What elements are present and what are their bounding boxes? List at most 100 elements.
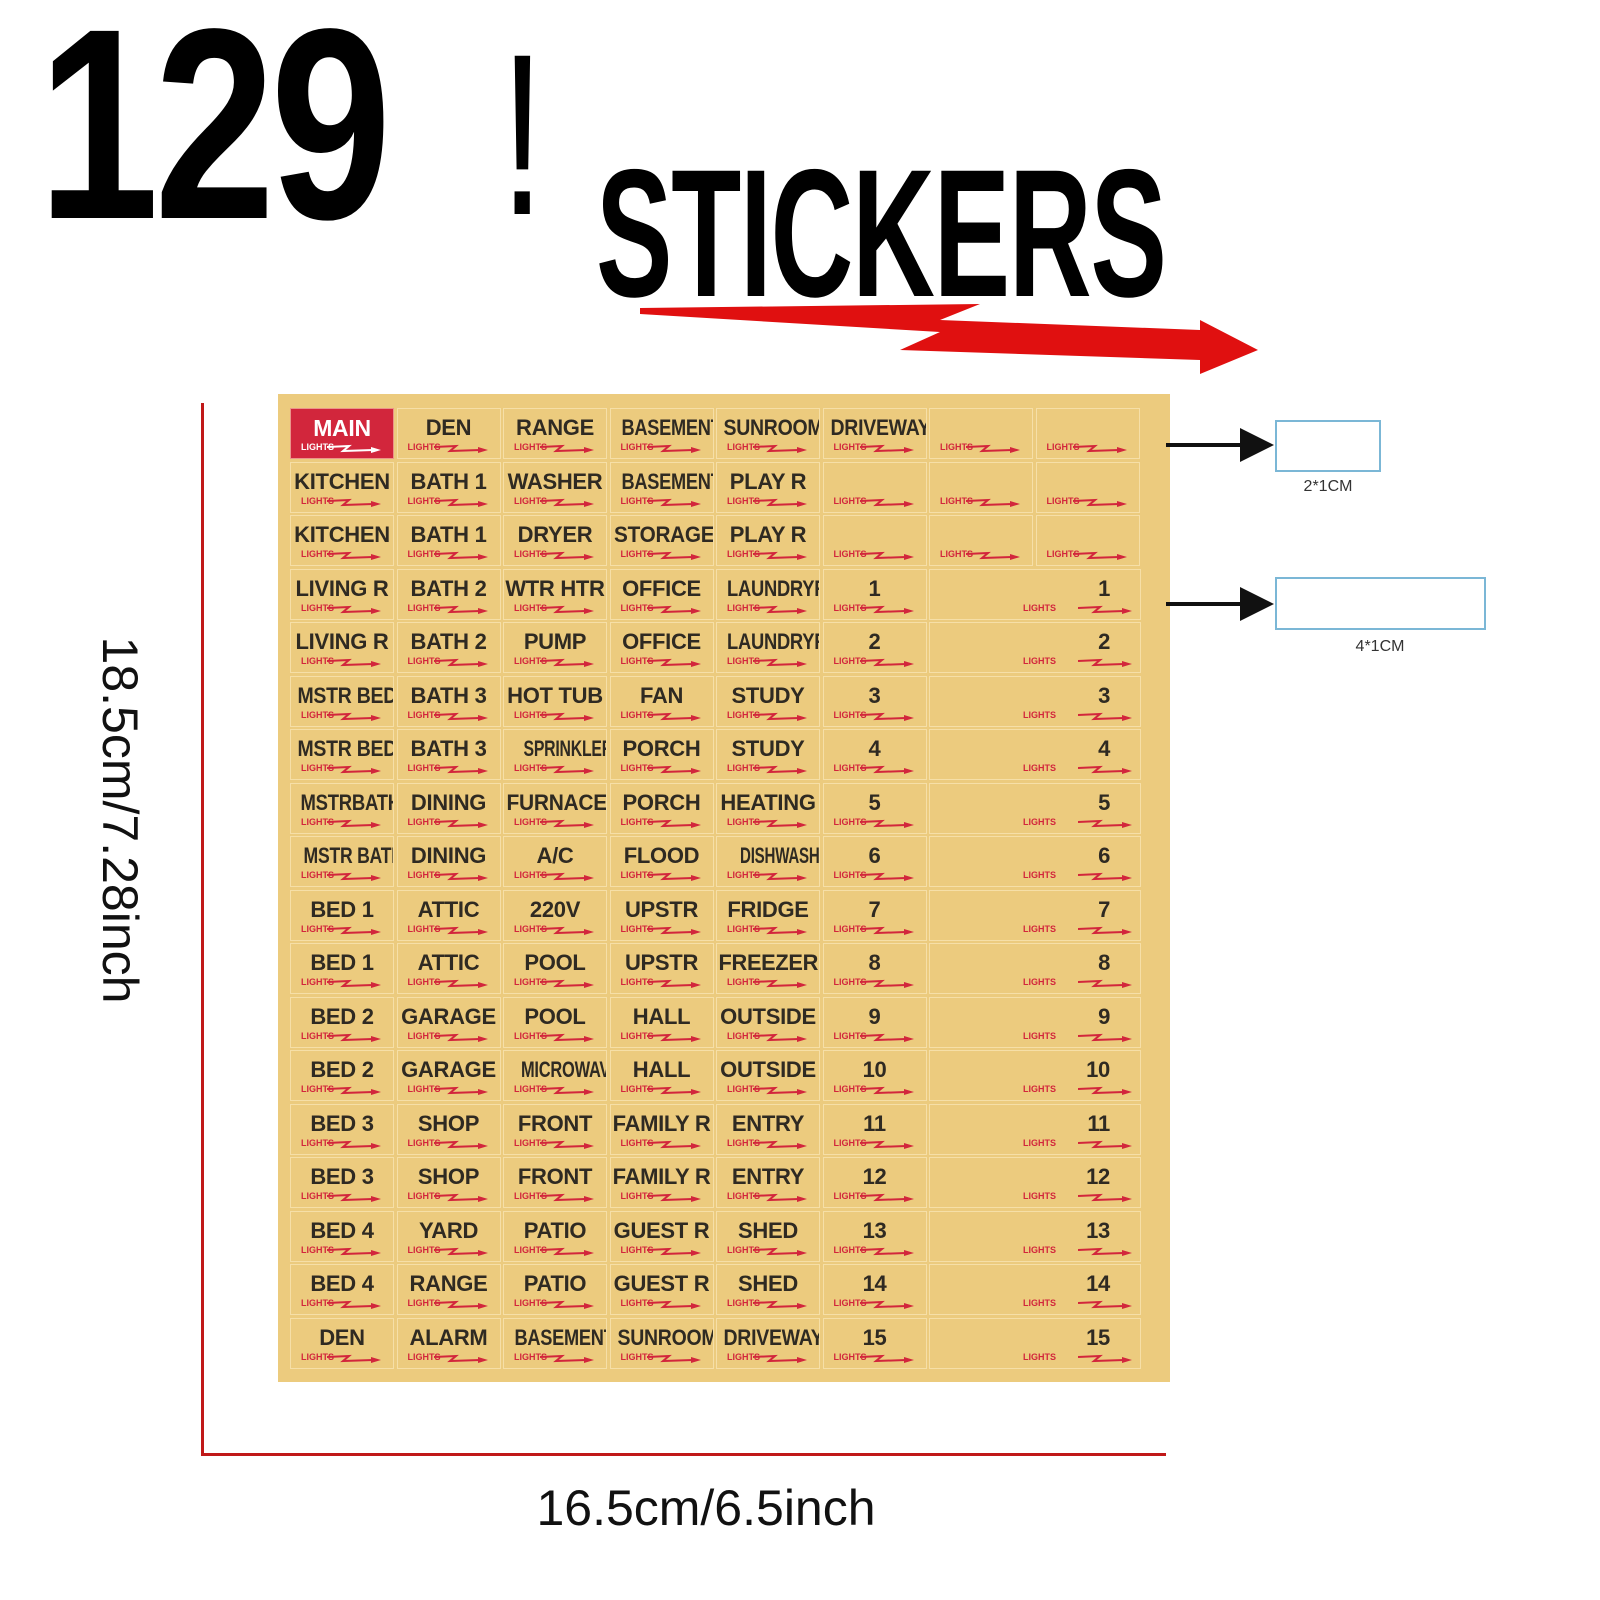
lights-label: LIGHTS bbox=[301, 1084, 334, 1094]
sticker-label: BED 4 bbox=[310, 1271, 374, 1296]
lights-label: LIGHTS bbox=[833, 1244, 867, 1255]
lights-label: LIGHTS bbox=[1023, 1244, 1056, 1255]
lightning-arrow-icon bbox=[859, 605, 914, 614]
lights-label: LIGHTS bbox=[833, 923, 867, 934]
lightning-arrow-icon bbox=[753, 551, 807, 560]
lights-label: LIGHTS bbox=[620, 1298, 654, 1308]
lights-label: LIGHTS bbox=[407, 1137, 441, 1148]
sticker-label: HOT TUB bbox=[507, 682, 603, 708]
lightning-arrow-icon bbox=[753, 1354, 807, 1363]
lightning-arrow-icon bbox=[859, 872, 914, 881]
lights-label: LIGHTS bbox=[514, 442, 547, 452]
sticker-label: POOL bbox=[524, 1003, 586, 1029]
sticker-label: BED 2 bbox=[310, 1057, 374, 1082]
lights-label: LIGHTS bbox=[727, 1298, 760, 1308]
lightning-arrow-icon bbox=[327, 551, 381, 560]
lights-label: LIGHTS bbox=[301, 602, 334, 613]
lights-label: LIGHTS bbox=[833, 656, 867, 666]
lightning-arrow-icon bbox=[540, 765, 594, 774]
lightning-arrow-icon bbox=[859, 1193, 914, 1202]
lightning-arrow-icon bbox=[646, 1086, 701, 1095]
sticker: 10 LIGHTS bbox=[929, 1050, 1141, 1101]
arrowhead-icon bbox=[1240, 428, 1274, 462]
sticker-label: PLAY R bbox=[729, 522, 807, 547]
sticker: ENTRY LIGHTS bbox=[716, 1157, 820, 1208]
sticker: SHED LIGHTS bbox=[716, 1210, 820, 1262]
lightning-arrow-icon bbox=[327, 444, 381, 453]
lightning-arrow-icon bbox=[433, 1300, 488, 1309]
lightning-arrow-icon bbox=[859, 765, 914, 774]
lights-label: LIGHTS bbox=[301, 549, 334, 559]
sticker: ATTIC LIGHTS bbox=[396, 889, 501, 941]
sticker-label: GARAGE bbox=[401, 1003, 496, 1029]
lights-label: LIGHTS bbox=[727, 977, 760, 987]
lights-label: LIGHTS bbox=[727, 1084, 760, 1094]
sticker: BATH 2 LIGHTS bbox=[396, 568, 501, 620]
lightning-arrow-icon bbox=[327, 819, 381, 828]
sticker-label: OUTSIDE bbox=[720, 1057, 816, 1082]
lights-label: LIGHTS bbox=[833, 1298, 867, 1308]
sticker-label bbox=[1037, 522, 1139, 548]
sticker-label: 14 bbox=[1086, 1271, 1110, 1296]
sticker: BATH 2 LIGHTS bbox=[396, 622, 501, 673]
sticker-label: PATIO bbox=[523, 1271, 587, 1296]
lights-label: LIGHTS bbox=[727, 709, 760, 720]
lightning-arrow-icon bbox=[433, 1033, 488, 1042]
lightning-arrow-icon bbox=[1072, 551, 1127, 560]
lights-label: LIGHTS bbox=[407, 816, 441, 827]
sticker: 3 LIGHTS bbox=[929, 675, 1141, 727]
sticker-label: KITCHEN bbox=[294, 468, 390, 494]
lights-label: LIGHTS bbox=[514, 656, 547, 666]
sticker: 1 LIGHTS bbox=[822, 568, 927, 620]
sticker-label: KITCHEN bbox=[294, 522, 390, 547]
lights-label: LIGHTS bbox=[407, 549, 441, 559]
lights-label: LIGHTS bbox=[620, 442, 654, 452]
lights-label: LIGHTS bbox=[514, 1244, 547, 1255]
sticker: 11 LIGHTS bbox=[929, 1103, 1141, 1155]
lights-label: LIGHTS bbox=[1023, 1137, 1056, 1148]
lights-label: LIGHTS bbox=[1023, 1030, 1056, 1041]
lightning-arrow-icon bbox=[646, 1140, 701, 1149]
sticker-label: BATH 3 bbox=[410, 736, 487, 761]
sticker: A/C LIGHTS bbox=[503, 836, 607, 887]
sticker: 6 LIGHTS bbox=[822, 836, 927, 887]
sticker-label: RANGE bbox=[516, 415, 594, 440]
sticker: BATH 3 LIGHTS bbox=[396, 729, 501, 780]
sticker: HALL LIGHTS bbox=[609, 996, 714, 1048]
sticker: RANGE LIGHTS bbox=[503, 408, 607, 459]
lights-label: LIGHTS bbox=[833, 816, 867, 827]
sticker: LAUNDRYR LIGHTS bbox=[716, 568, 820, 620]
lights-label: LIGHTS bbox=[727, 870, 760, 880]
sticker-label: PLAY R bbox=[729, 468, 807, 494]
sticker-label: PORCH bbox=[622, 789, 701, 815]
lightning-arrow-icon bbox=[1078, 979, 1132, 988]
sticker-label: OFFICE bbox=[622, 629, 701, 654]
sticker: KITCHEN LIGHTS bbox=[290, 515, 394, 566]
lightning-arrow-icon bbox=[433, 926, 488, 935]
sticker: 2 LIGHTS bbox=[822, 622, 927, 673]
sticker: LIGHTS bbox=[929, 408, 1033, 459]
lights-label: LIGHTS bbox=[1023, 1084, 1056, 1094]
sticker-label: 9 bbox=[1098, 1003, 1110, 1029]
sticker: FAMILY R LIGHTS bbox=[609, 1103, 714, 1155]
sticker-label bbox=[930, 469, 1032, 495]
sticker-label: 14 bbox=[862, 1271, 887, 1296]
lights-label: LIGHTS bbox=[620, 549, 654, 559]
lightning-arrow-icon bbox=[640, 304, 1258, 374]
sticker: LIGHTS bbox=[822, 461, 927, 513]
sticker: LIGHTS bbox=[929, 461, 1033, 513]
sticker: KITCHEN LIGHTS bbox=[290, 461, 394, 513]
lights-label: LIGHTS bbox=[727, 923, 760, 934]
sticker: DINING LIGHTS bbox=[396, 836, 501, 887]
lights-label: LIGHTS bbox=[514, 1191, 547, 1201]
lights-label: LIGHTS bbox=[1023, 709, 1056, 720]
lightning-arrow-icon bbox=[753, 872, 807, 881]
lightning-arrow-icon bbox=[1078, 1247, 1132, 1256]
lightning-arrow-icon bbox=[646, 1300, 701, 1309]
sticker-label: BATH 3 bbox=[410, 682, 487, 708]
lights-label: LIGHTS bbox=[514, 1351, 547, 1362]
sticker: FAN LIGHTS bbox=[609, 675, 714, 727]
sticker: MSTR BED LIGHTS bbox=[290, 675, 394, 727]
sticker-label: A/C bbox=[536, 843, 574, 868]
lightning-arrow-icon bbox=[540, 1247, 594, 1256]
